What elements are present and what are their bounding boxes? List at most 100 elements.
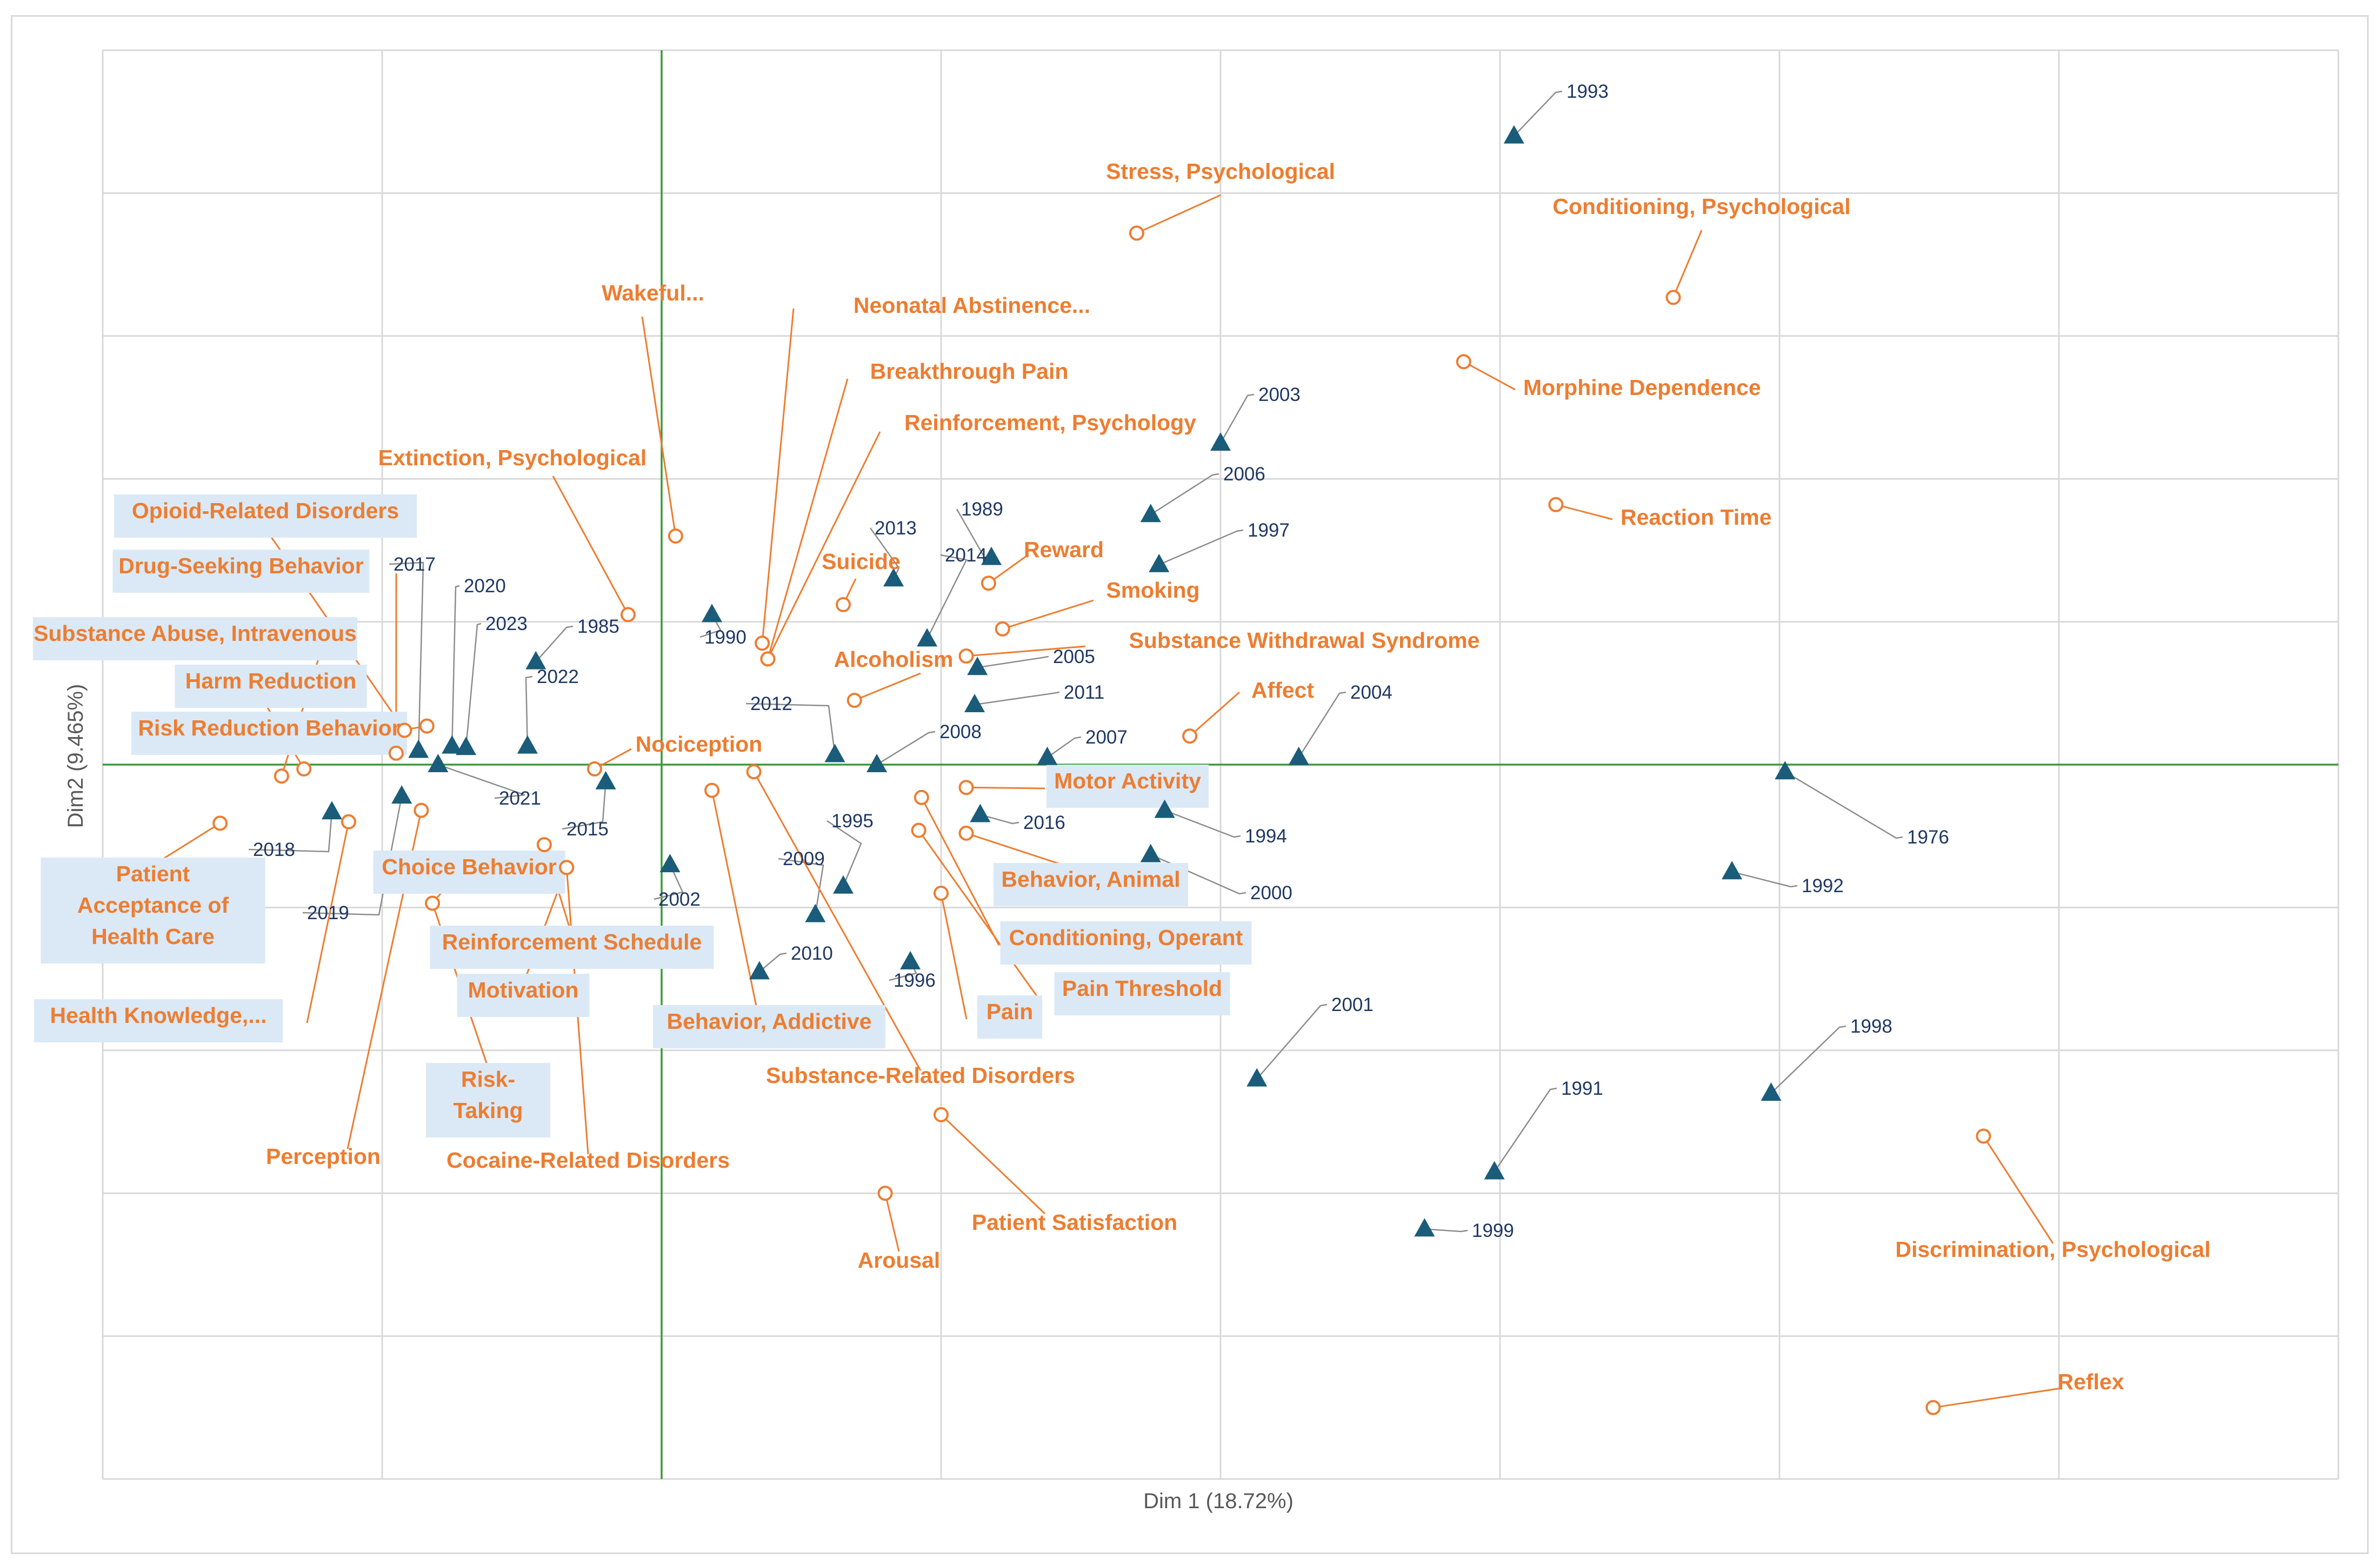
term-leader-discrimination-psychological	[1983, 1135, 2054, 1244]
year-marker-2015	[595, 771, 616, 789]
term-label-patient-satisfaction: Patient Satisfaction	[972, 1210, 1177, 1235]
year-label-1994: 1994	[1245, 826, 1287, 847]
term-label-suicide: Suicide	[822, 549, 901, 574]
year-label-2021: 2021	[499, 788, 541, 809]
term-label-discrimination-psychological: Discrimination, Psychological	[1895, 1237, 2210, 1262]
term-label-arousal: Arousal	[858, 1248, 941, 1273]
term-label-extinction-psychological: Extinction, Psychological	[378, 445, 647, 470]
term-label-substance-related-disorders: Substance-Related Disorders	[766, 1063, 1075, 1088]
year-leader-2010	[759, 952, 787, 973]
year-marker-2013	[883, 568, 904, 587]
term-marker-nociception	[586, 761, 602, 777]
term-box-choice-behavior	[373, 851, 565, 894]
term-label-behavior-animal: Behavior, Animal	[1001, 867, 1180, 892]
year-leader-1992	[1731, 871, 1798, 888]
term-label-health-knowledge: Health Knowledge,...	[50, 1003, 267, 1028]
year-leader-2001	[1256, 1003, 1328, 1080]
term-box-opioid-related-disorders	[114, 494, 417, 538]
term-box-pain-threshold	[1054, 972, 1230, 1015]
term-marker-risk-taking	[425, 895, 441, 911]
term-label-harm-reduction: Harm Reduction	[185, 668, 357, 693]
year-leader-1991	[1494, 1087, 1557, 1173]
year-marker-2019	[391, 785, 412, 804]
gridlines	[102, 49, 2339, 1480]
year-marker-2000	[1140, 844, 1161, 862]
year-label-2008: 2008	[939, 721, 982, 742]
term-box-health-knowledge	[34, 999, 283, 1042]
year-leader-2009	[778, 858, 824, 915]
year-label-2023: 2023	[485, 613, 528, 634]
term-marker-motor-activity	[958, 780, 974, 795]
term-leader-morphine-dependence	[1463, 361, 1516, 391]
year-leader-2018	[248, 812, 333, 853]
year-label-1995: 1995	[831, 811, 874, 832]
term-box-risk-reduction-behavior	[131, 712, 407, 755]
year-leader-1995	[826, 820, 862, 887]
term-marker-substance-abuse-intravenous	[274, 768, 289, 784]
year-marker-2003	[1210, 432, 1231, 451]
year-leader-2005	[977, 655, 1049, 668]
year-marker-2004	[1288, 746, 1309, 765]
term-leader-pain	[940, 893, 968, 1020]
term-label-pain: Pain	[986, 999, 1034, 1024]
term-marker-substance-related-disorders	[746, 764, 762, 780]
term-marker-morphine-dependence	[1456, 354, 1471, 370]
term-label-smoking: Smoking	[1106, 578, 1199, 603]
term-marker-reflex	[1925, 1400, 1941, 1415]
term-leader-stress-psychological	[1136, 194, 1221, 234]
year-marker-2011	[964, 693, 985, 712]
term-box-behavior-animal	[994, 863, 1188, 906]
year-leader-2004	[1298, 691, 1346, 758]
term-label-perception: Perception	[266, 1144, 381, 1169]
year-marker-1976	[1775, 761, 1796, 780]
year-label-2022: 2022	[537, 666, 579, 687]
term-label-alcoholism: Alcoholism	[834, 647, 954, 672]
year-leader-1999	[1424, 1228, 1468, 1233]
term-marker-patient-satisfaction	[934, 1107, 949, 1122]
year-leader-2014	[926, 554, 968, 639]
term-leader-wakeful	[641, 316, 677, 537]
term-marker-wakeful	[668, 528, 683, 544]
term-marker-risk-reduction-behavior	[419, 718, 435, 734]
term-leader-behavior-addictive	[711, 790, 759, 1017]
year-marker-2007	[1037, 746, 1058, 765]
year-marker-1997	[1149, 553, 1170, 572]
term-leader-conditioning-operant	[921, 797, 1000, 946]
term-marker-extinction-psychological	[620, 607, 636, 623]
term-leader-reinforcement-psychology	[767, 431, 881, 660]
term-marker-behavior-animal	[958, 825, 974, 841]
year-leader-2021	[437, 764, 525, 799]
year-leader-1985	[535, 625, 574, 662]
term-box-risk-taking	[426, 1063, 550, 1137]
term-marker-stress-psychological	[1129, 225, 1144, 241]
year-leader-2022	[525, 675, 533, 746]
term-leader-substance-related-disorders	[753, 771, 922, 1071]
year-marker-2017	[408, 739, 429, 758]
year-leader-1976	[1784, 771, 1903, 839]
term-marker-behavior-addictive	[704, 782, 720, 798]
term-leader-substance-withdrawal-syndrome	[966, 645, 1086, 657]
term-marker-substance-withdrawal-syndrome	[958, 648, 974, 664]
year-marker-2006	[1140, 504, 1161, 523]
term-marker-opioid-related-disorders	[397, 722, 412, 738]
term-leader-substance-abuse-intravenous	[281, 643, 324, 777]
term-label-risk-reduction-behavior: Risk Reduction Behavior	[138, 715, 400, 740]
term-label-cocaine-related-disorders: Cocaine-Related Disorders	[446, 1148, 730, 1173]
term-box-pain	[977, 995, 1042, 1039]
year-leader-2003	[1219, 393, 1255, 444]
term-marker-reinforcement-psychology	[760, 651, 776, 667]
data-labels: 1993 2003 2006 1997 1989 2013 2014 2005 2011 1990…	[34, 81, 2210, 1394]
year-marker-1985	[525, 651, 546, 670]
term-marker-pain-threshold	[911, 822, 926, 838]
term-leader-alcoholism	[854, 672, 921, 701]
term-marker-harm-reduction	[296, 761, 312, 777]
year-marker-1990	[702, 604, 723, 623]
year-leader-2008	[876, 731, 936, 766]
year-leader-2015	[562, 781, 606, 830]
year-label-2004: 2004	[1350, 682, 1392, 703]
term-leader-pain-threshold	[918, 829, 1038, 996]
year-label-1989: 1989	[961, 499, 1003, 520]
year-leader-2012	[745, 702, 836, 755]
year-marker-2012	[824, 744, 845, 762]
year-label-1991: 1991	[1561, 1078, 1603, 1099]
